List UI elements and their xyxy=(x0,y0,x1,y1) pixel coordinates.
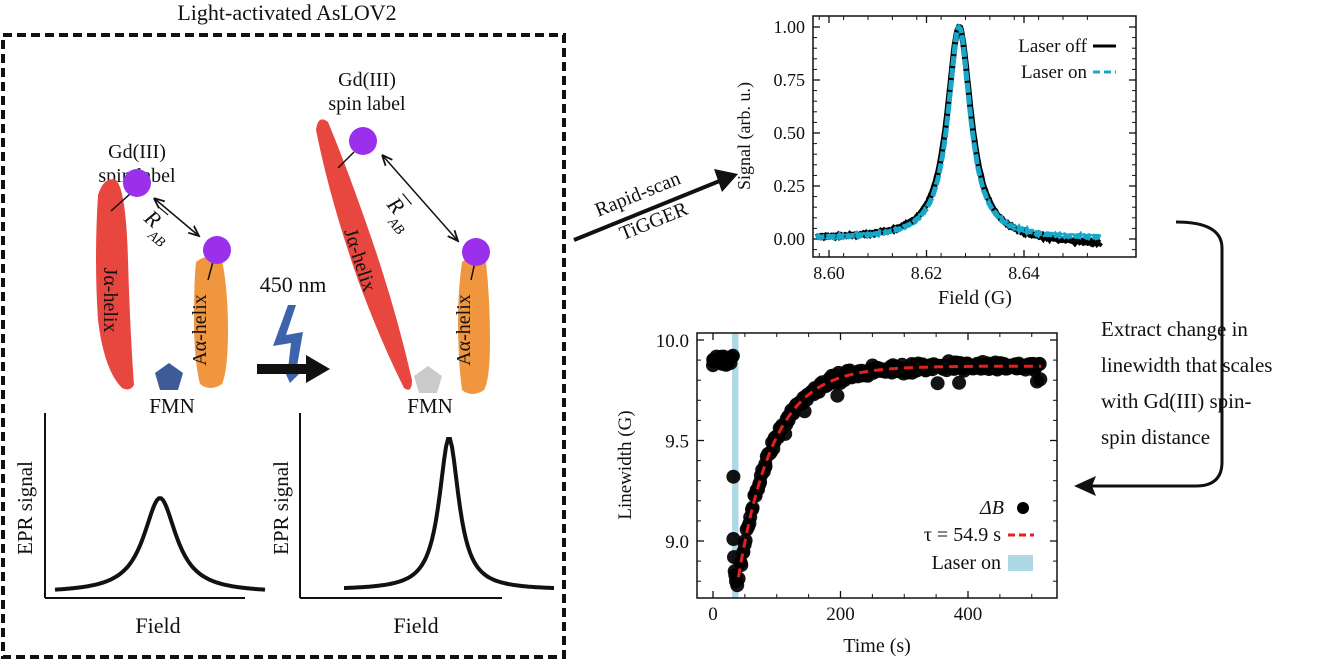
legend-laser-off-label: Laser off xyxy=(1018,36,1087,57)
light-epr-ylabel: EPR signal xyxy=(269,461,293,555)
legend-delta-b-marker xyxy=(1017,502,1029,514)
legend-delta-b-label: ΔB xyxy=(979,497,1004,519)
signal-y-tick-label: 0.75 xyxy=(774,70,806,90)
light-state: Gd(III) spin label Jα-helix Aα-helix R A… xyxy=(269,69,554,638)
signal-x-tick-label: 8.64 xyxy=(1008,263,1040,283)
laser-on-band xyxy=(732,333,739,598)
dark-fmn-pentagon xyxy=(155,363,183,390)
light-j-helix xyxy=(316,119,412,390)
signal-chart-xlabel: Field (G) xyxy=(938,287,1012,309)
linewidth-chart: 0 200 400 9.0 9.5 10.0 Time (s) Linewidth (G)… xyxy=(615,331,1058,657)
dark-vector-arrow xyxy=(157,205,169,216)
linewidth-x-tick-label: 400 xyxy=(954,604,983,625)
linewidth-y-tick-label: 9.0 xyxy=(665,532,689,553)
light-spin-label-a xyxy=(462,238,490,266)
signal-y-tick-label: 0.50 xyxy=(774,123,806,143)
signal-chart-frame xyxy=(812,15,1137,258)
extract-text-line4: spin distance xyxy=(1101,425,1210,449)
legend-laser-on-band-swatch xyxy=(1008,555,1033,571)
dark-linker-j xyxy=(110,193,131,212)
legend-laser-on-label: Laser on xyxy=(1021,62,1087,83)
signal-chart-legend: Laser off Laser on xyxy=(1018,36,1116,83)
data-point xyxy=(745,500,760,515)
data-point xyxy=(830,388,845,403)
method-arrow: Rapid-scan TiGGER xyxy=(573,167,738,245)
linewidth-y-tick-label: 10.0 xyxy=(656,331,689,352)
data-point xyxy=(1032,356,1047,371)
dark-spin-label-title-line1: Gd(III) xyxy=(108,141,166,163)
light-epr-xlabel: Field xyxy=(393,613,438,638)
linewidth-x-tick-label: 0 xyxy=(708,604,718,625)
light-spin-label-title-line1: Gd(III) xyxy=(338,69,396,91)
linewidth-chart-ylabel: Linewidth (G) xyxy=(615,410,636,519)
data-point xyxy=(715,354,730,369)
signal-y-tick-label: 0.25 xyxy=(774,176,806,196)
extract-text-line3: with Gd(III) spin- xyxy=(1101,389,1251,413)
linewidth-chart-frame xyxy=(696,332,1058,599)
extract-arrow xyxy=(1074,220,1224,496)
data-point xyxy=(952,375,967,390)
linewidth-y-tick-label: 9.5 xyxy=(665,432,689,453)
light-linker-j xyxy=(337,151,355,169)
data-point xyxy=(1033,372,1048,387)
light-fmn-label: FMN xyxy=(407,394,453,418)
fit-curve xyxy=(737,364,1042,578)
legend-fit-label: τ = 54.9 s xyxy=(924,524,1001,546)
lightning-icon xyxy=(273,305,303,383)
signal-x-tick-label: 8.62 xyxy=(911,263,943,283)
dark-state: Gd(III) spin label Jα-helix Aα-helix R A… xyxy=(13,141,266,638)
light-distance-subscript: AB xyxy=(384,214,407,238)
light-a-helix-label: Aα-helix xyxy=(453,294,475,366)
laser-on-line xyxy=(814,23,1102,242)
dark-distance-subscript: AB xyxy=(144,228,168,251)
linewidth-x-tick-label: 200 xyxy=(826,604,855,625)
light-a-helix xyxy=(458,257,490,394)
dark-distance-arrow xyxy=(155,199,199,236)
laser-off-line xyxy=(814,23,1103,249)
linewidth-chart-legend: ΔB τ = 54.9 s Laser on xyxy=(924,497,1034,574)
dark-distance-label: R xyxy=(139,204,167,233)
dark-j-helix xyxy=(96,179,134,390)
dark-epr-curve xyxy=(54,496,266,592)
legend-laser-on-band-label: Laser on xyxy=(932,552,1001,574)
light-spin-label-j xyxy=(349,127,377,155)
excitation-wavelength-label: 450 nm xyxy=(260,272,327,297)
light-distance-arrow xyxy=(383,156,458,241)
data-point xyxy=(726,469,741,484)
transition-arrow xyxy=(257,355,330,383)
signal-y-tick-label: 0.00 xyxy=(774,229,806,249)
light-fmn-pentagon xyxy=(414,366,442,393)
data-point xyxy=(731,571,746,586)
dark-epr-ylabel: EPR signal xyxy=(13,461,37,555)
data-point xyxy=(734,558,749,572)
signal-chart-ylabel: Signal (arb. u.) xyxy=(734,82,755,190)
linewidth-chart-xlabel: Time (s) xyxy=(843,635,911,657)
dark-fmn-label: FMN xyxy=(149,394,195,418)
extract-text-line1: Extract change in xyxy=(1101,317,1248,341)
signal-chart: 8.60 8.62 8.64 0.00 0.25 0.50 0.75 1.00 Field (… xyxy=(734,15,1137,309)
dark-a-helix-label: Aα-helix xyxy=(189,294,211,366)
dark-j-helix-label: Jα-helix xyxy=(99,268,121,333)
dark-epr-xlabel: Field xyxy=(135,613,180,638)
data-point xyxy=(930,376,945,391)
light-epr-curve xyxy=(344,437,554,590)
panel-title: Light-activated AsLOV2 xyxy=(177,0,396,25)
data-point xyxy=(797,404,812,419)
panel-dashed-border xyxy=(1,33,566,659)
signal-x-tick-label: 8.60 xyxy=(813,263,845,283)
dark-a-helix xyxy=(194,256,228,388)
light-vector-arrow xyxy=(402,193,413,205)
light-spin-label-title-line2: spin label xyxy=(328,93,406,115)
extract-text-line2: linewidth that scales xyxy=(1101,353,1272,377)
data-point xyxy=(726,532,741,546)
signal-y-tick-label: 1.00 xyxy=(774,17,806,37)
dark-spin-label-j xyxy=(123,169,151,197)
dark-spin-label-a xyxy=(203,236,231,264)
